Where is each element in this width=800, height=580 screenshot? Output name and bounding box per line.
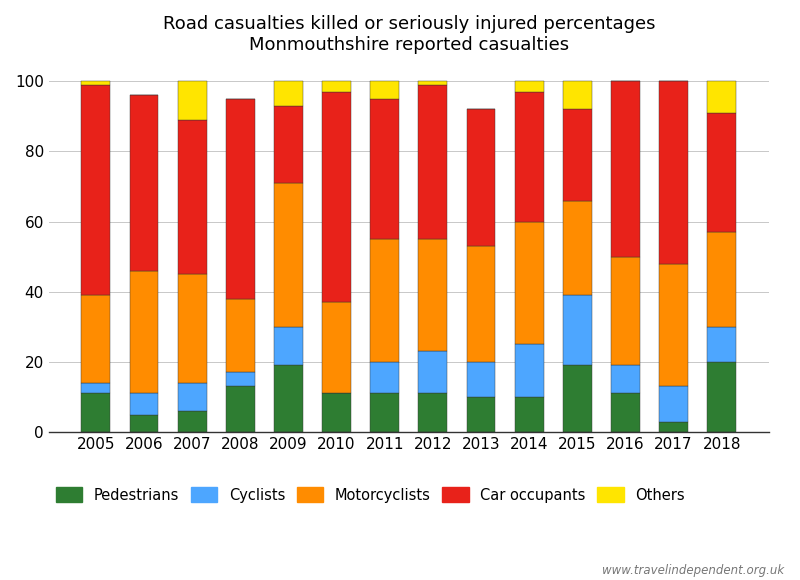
Bar xyxy=(322,302,351,393)
Bar xyxy=(514,222,543,345)
Bar xyxy=(707,327,736,362)
Bar xyxy=(82,393,110,432)
Bar xyxy=(370,81,399,99)
Bar xyxy=(82,295,110,383)
Bar xyxy=(274,365,303,432)
Bar xyxy=(178,120,206,274)
Bar xyxy=(82,383,110,393)
Bar xyxy=(178,274,206,383)
Bar xyxy=(322,393,351,432)
Bar xyxy=(563,109,592,201)
Bar xyxy=(707,232,736,327)
Bar xyxy=(322,81,351,92)
Bar xyxy=(178,383,206,411)
Bar xyxy=(226,99,254,299)
Bar xyxy=(130,415,158,432)
Bar xyxy=(418,239,447,351)
Bar xyxy=(370,99,399,239)
Bar xyxy=(707,81,736,113)
Bar xyxy=(82,81,110,85)
Bar xyxy=(82,85,110,295)
Bar xyxy=(659,264,688,386)
Bar xyxy=(514,345,543,397)
Bar xyxy=(611,393,640,432)
Bar xyxy=(274,81,303,106)
Bar xyxy=(707,362,736,432)
Bar xyxy=(418,351,447,393)
Bar xyxy=(707,113,736,232)
Bar xyxy=(370,393,399,432)
Bar xyxy=(274,327,303,365)
Bar xyxy=(563,365,592,432)
Bar xyxy=(130,393,158,415)
Title: Road casualties killed or seriously injured percentages
Monmouthshire reported c: Road casualties killed or seriously inju… xyxy=(162,15,655,54)
Bar xyxy=(130,271,158,393)
Bar xyxy=(514,92,543,222)
Bar xyxy=(659,422,688,432)
Bar xyxy=(370,362,399,393)
Bar xyxy=(466,246,495,362)
Bar xyxy=(226,372,254,386)
Bar xyxy=(659,81,688,264)
Bar xyxy=(178,411,206,432)
Bar xyxy=(611,81,640,256)
Bar xyxy=(274,183,303,327)
Bar xyxy=(322,92,351,302)
Bar xyxy=(274,106,303,183)
Bar xyxy=(370,239,399,362)
Bar xyxy=(563,201,592,295)
Bar xyxy=(130,95,158,271)
Bar xyxy=(418,393,447,432)
Bar xyxy=(563,81,592,109)
Bar xyxy=(466,397,495,432)
Bar xyxy=(226,299,254,372)
Bar xyxy=(514,81,543,92)
Bar xyxy=(659,386,688,422)
Bar xyxy=(226,386,254,432)
Bar xyxy=(418,85,447,239)
Bar xyxy=(178,81,206,120)
Bar xyxy=(514,397,543,432)
Bar xyxy=(466,362,495,397)
Legend: Pedestrians, Cyclists, Motorcyclists, Car occupants, Others: Pedestrians, Cyclists, Motorcyclists, Ca… xyxy=(56,487,685,503)
Bar xyxy=(563,295,592,365)
Text: www.travelindependent.org.uk: www.travelindependent.org.uk xyxy=(602,564,784,577)
Bar xyxy=(611,365,640,393)
Bar xyxy=(611,256,640,365)
Bar xyxy=(466,109,495,246)
Bar xyxy=(418,81,447,85)
